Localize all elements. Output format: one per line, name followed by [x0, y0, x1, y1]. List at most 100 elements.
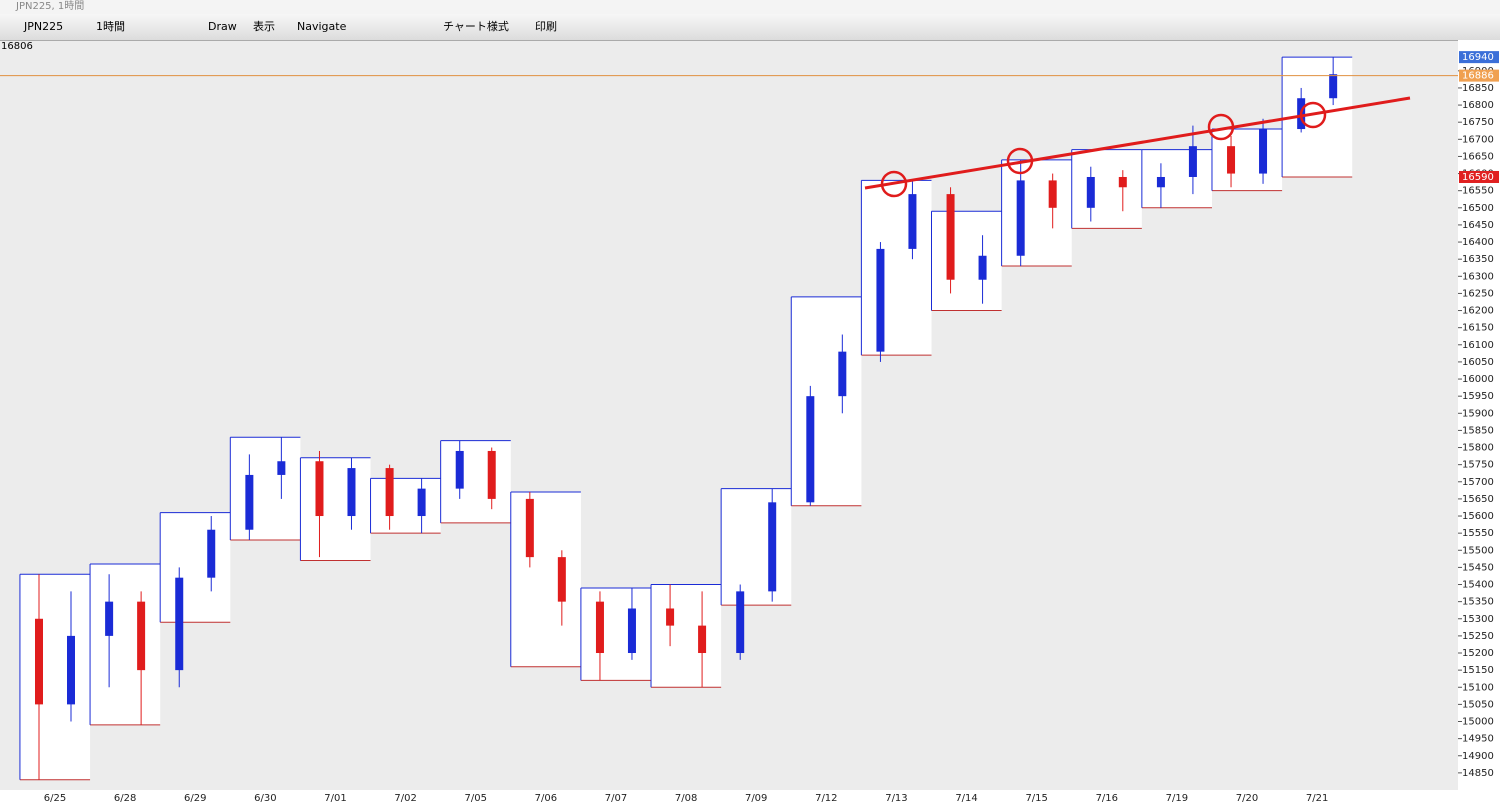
day-box: [721, 488, 792, 606]
x-tick-label: 7/13: [885, 793, 907, 804]
candle-body: [838, 351, 847, 397]
y-tick-label: 15050: [1462, 699, 1494, 710]
y-tick-label: 16000: [1462, 374, 1494, 385]
candle-body: [1118, 176, 1127, 188]
y-tick-label: 16100: [1462, 340, 1494, 351]
day-box: [791, 296, 862, 506]
touch-circle: [1006, 147, 1034, 175]
x-tick-label: 7/05: [464, 793, 486, 804]
y-tick-label: 15250: [1462, 631, 1494, 642]
candle-body: [315, 461, 324, 517]
day-box: [1001, 159, 1072, 267]
y-tick-label: 14850: [1462, 768, 1494, 779]
candle-body: [1156, 176, 1165, 188]
x-tick-label: 7/06: [535, 793, 557, 804]
symbol-select[interactable]: JPN225: [24, 20, 64, 33]
candle-body: [137, 601, 146, 671]
candle-body: [736, 591, 745, 654]
candle-body: [557, 557, 566, 602]
y-tick-label: 16350: [1462, 254, 1494, 265]
y-tick-label: 16750: [1462, 117, 1494, 128]
x-tick-label: 7/12: [815, 793, 837, 804]
x-tick-label: 7/01: [324, 793, 346, 804]
y-tick-label: 15600: [1462, 511, 1494, 522]
timeframe-select[interactable]: 1時間: [96, 20, 125, 33]
x-tick-label: 7/14: [955, 793, 977, 804]
day-box: [440, 440, 511, 523]
candle-body: [698, 625, 707, 654]
touch-circle: [880, 170, 908, 198]
candle-body: [385, 468, 394, 517]
window-title: JPN225, 1時間: [16, 1, 85, 12]
price-tag-label: 16940: [1462, 52, 1494, 63]
y-tick-label: 16200: [1462, 306, 1494, 317]
day-box: [90, 563, 161, 725]
y-tick-label: 15550: [1462, 528, 1494, 539]
day-box: [931, 211, 1002, 311]
price-tag: [1459, 170, 1499, 183]
toolbar: JPN225 1時間 Draw 表示 Navigate チャート様式 印刷: [0, 14, 1500, 41]
y-tick-label: 15500: [1462, 545, 1494, 556]
y-tick-label: 15100: [1462, 682, 1494, 693]
day-box: [370, 478, 441, 534]
candle-body: [35, 618, 43, 705]
candle-body: [175, 577, 184, 671]
y-tick-label: 16500: [1462, 203, 1494, 214]
candle-body: [67, 635, 75, 705]
y-tick-label: 15800: [1462, 443, 1494, 454]
day-box: [230, 437, 301, 540]
y-tick-label: 15850: [1462, 425, 1494, 436]
time-axis: [0, 790, 1458, 806]
y-tick-label: 15350: [1462, 597, 1494, 608]
title-bar: JPN225, 1時間: [0, 0, 1500, 14]
x-tick-label: 7/07: [605, 793, 627, 804]
y-tick-label: 15750: [1462, 460, 1494, 471]
candle-body: [666, 608, 675, 626]
navigate-menu[interactable]: Navigate: [297, 20, 347, 33]
candle-body: [1048, 180, 1057, 208]
y-tick-label: 16450: [1462, 220, 1494, 231]
candle-body: [1016, 180, 1025, 256]
candle-body: [908, 194, 917, 249]
y-tick-label: 16700: [1462, 134, 1494, 145]
x-tick-label: 7/19: [1166, 793, 1188, 804]
x-tick-label: 7/16: [1096, 793, 1118, 804]
candle-body: [1227, 146, 1236, 174]
x-tick-label: 7/02: [394, 793, 416, 804]
candle-body: [245, 474, 254, 530]
x-tick-label: 7/15: [1025, 793, 1047, 804]
candle-body: [105, 601, 114, 636]
y-tick-label: 16850: [1462, 83, 1494, 94]
x-tick-label: 6/30: [254, 793, 276, 804]
print-menu[interactable]: 印刷: [535, 20, 557, 33]
candle-body: [595, 601, 604, 654]
x-tick-label: 7/08: [675, 793, 697, 804]
draw-menu[interactable]: Draw: [208, 20, 237, 33]
chart-style-menu[interactable]: チャート様式: [443, 20, 509, 33]
y-tick-label: 16250: [1462, 288, 1494, 299]
x-tick-label: 6/25: [44, 793, 66, 804]
y-tick-label: 16550: [1462, 186, 1494, 197]
price-axis: [1458, 40, 1500, 806]
candle-body: [207, 529, 216, 578]
corner-label: 16806: [1, 41, 33, 52]
day-box: [651, 584, 722, 688]
day-box: [1141, 149, 1212, 208]
y-tick-label: 15200: [1462, 648, 1494, 659]
y-tick-label: 15650: [1462, 494, 1494, 505]
y-tick-label: 16150: [1462, 323, 1494, 334]
candle-body: [487, 450, 496, 499]
candle-body: [417, 488, 426, 517]
y-tick-label: 14900: [1462, 751, 1494, 762]
candle-body: [1259, 129, 1268, 174]
candle-body: [1188, 146, 1197, 177]
x-tick-label: 7/09: [745, 793, 767, 804]
candle-body: [1329, 74, 1338, 99]
y-tick-label: 15000: [1462, 717, 1494, 728]
touch-circle: [1299, 101, 1327, 129]
y-tick-label: 16050: [1462, 357, 1494, 368]
y-tick-label: 16650: [1462, 151, 1494, 162]
view-menu[interactable]: 表示: [253, 20, 275, 33]
y-tick-label: 16400: [1462, 237, 1494, 248]
y-tick-label: 15150: [1462, 665, 1494, 676]
